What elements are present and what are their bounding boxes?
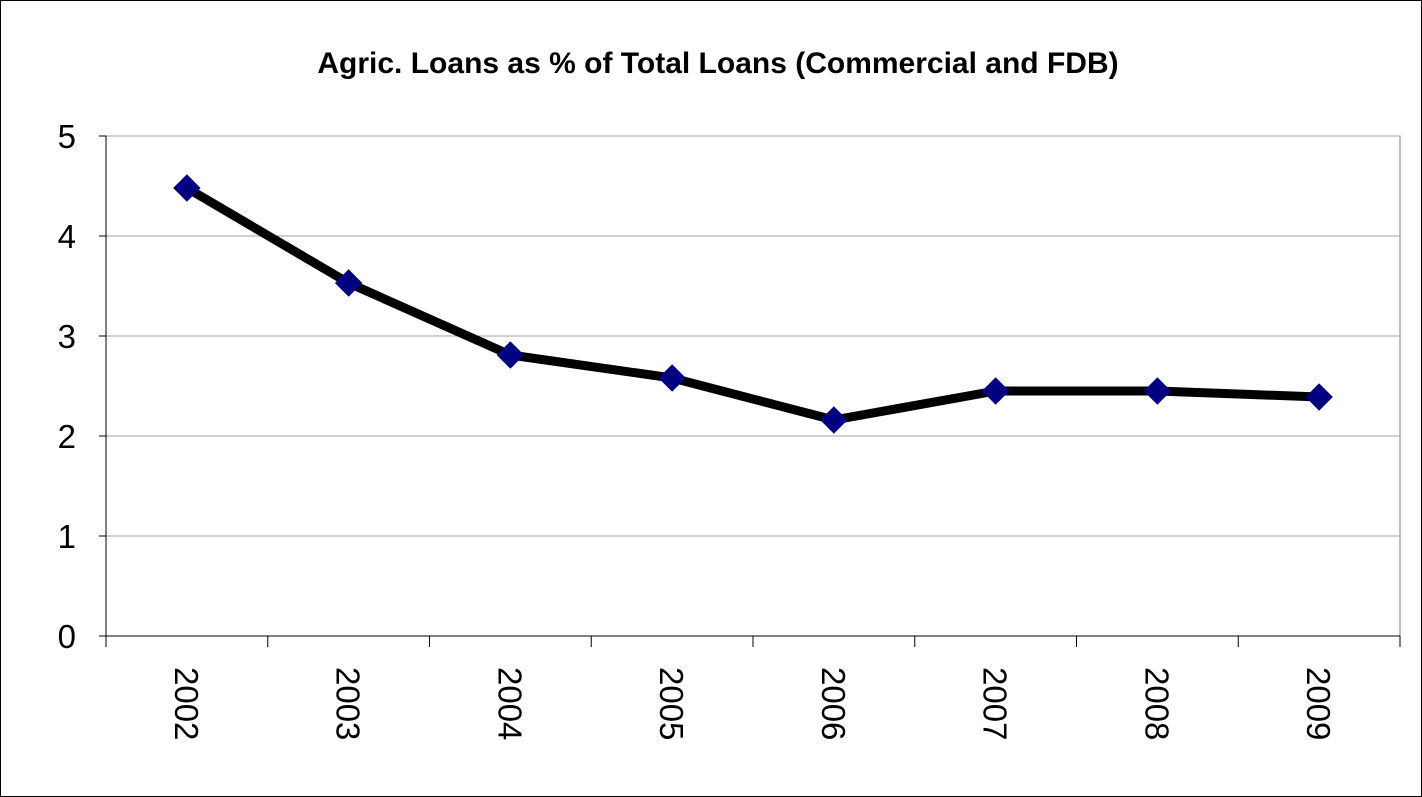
y-tick-label: 5 [58, 118, 76, 155]
data-point-marker [496, 341, 525, 369]
series-line [182, 183, 1324, 425]
data-point-marker [1143, 377, 1172, 405]
x-axis-ticks: 2002 2003 2004 2005 2006 2007 2008 2009 [105, 636, 1401, 740]
y-tick-label: 3 [58, 318, 76, 355]
data-point-marker [820, 406, 848, 434]
gridlines [106, 135, 1400, 537]
data-point-marker [173, 174, 201, 202]
series-layer [173, 174, 1333, 434]
chart-title: Agric. Loans as % of Total Loans (Commer… [317, 47, 1118, 80]
plot-area [105, 135, 1401, 637]
x-tick-label: 2007 [977, 667, 1014, 740]
x-tick-label: 2002 [168, 667, 205, 740]
x-tick-label: 2008 [1138, 667, 1175, 740]
y-tick-label: 4 [58, 218, 76, 255]
data-point-marker [981, 377, 1010, 405]
x-tick-label: 2003 [330, 667, 367, 740]
y-tick-label: 1 [58, 518, 76, 555]
y-tick-label: 0 [58, 618, 76, 655]
y-axis-ticks: 0 1 2 3 4 5 [58, 118, 106, 655]
x-tick-label: 2005 [653, 667, 690, 740]
x-tick-label: 2004 [491, 667, 528, 740]
y-tick-label: 2 [58, 418, 76, 455]
x-tick-label: 2006 [815, 667, 852, 740]
data-point-marker [1305, 383, 1333, 411]
x-tick-label: 2009 [1300, 667, 1337, 740]
data-point-marker [658, 364, 686, 392]
data-point-marker [334, 269, 363, 297]
